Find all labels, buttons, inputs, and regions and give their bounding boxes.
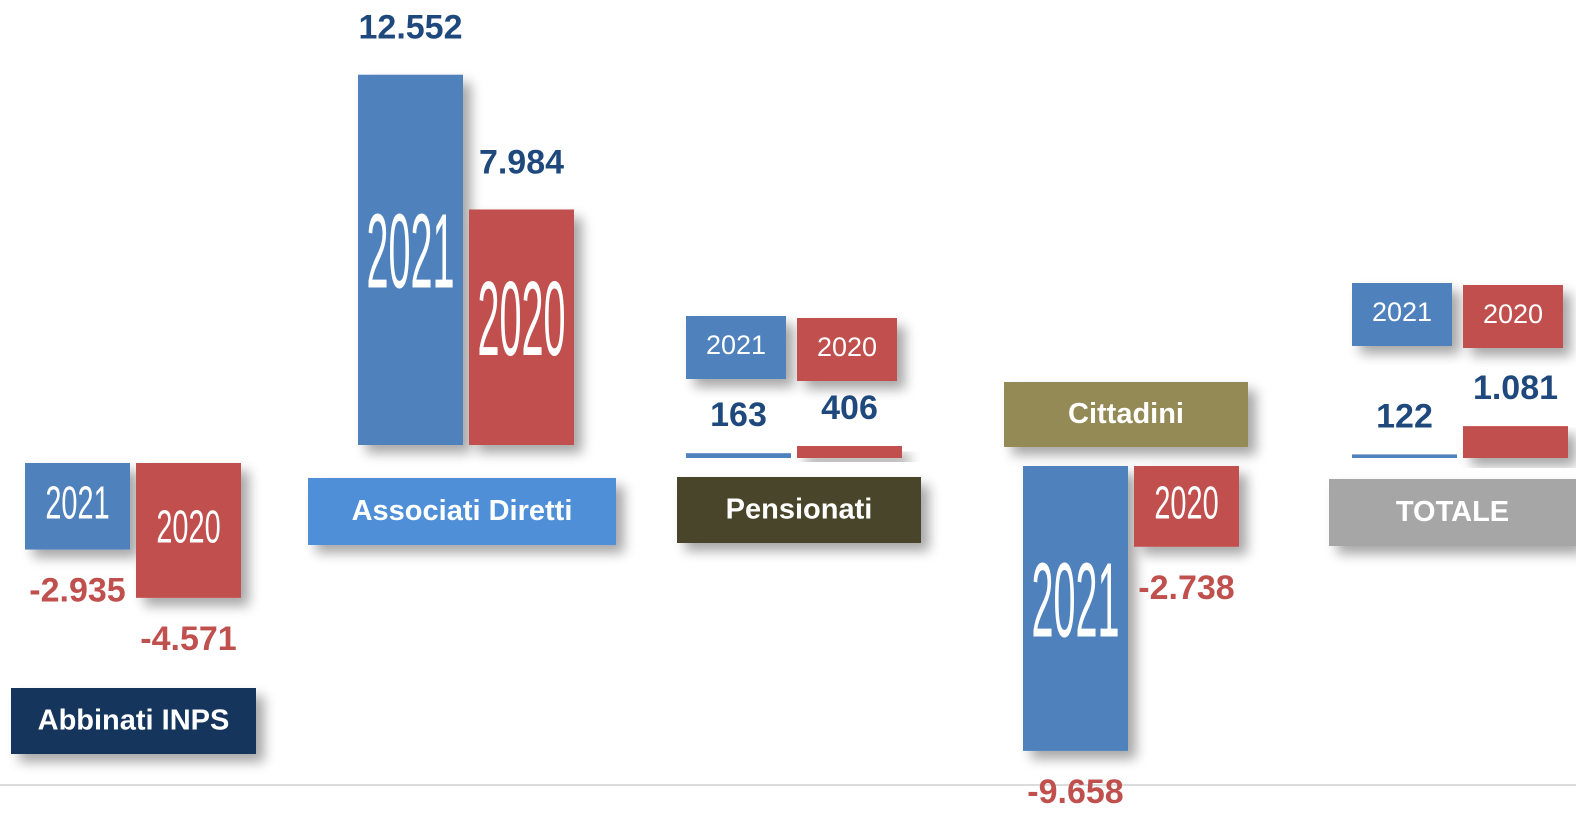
category-box — [11, 688, 256, 754]
category-box — [677, 477, 921, 543]
bar — [25, 463, 130, 550]
bar — [686, 453, 791, 458]
bar — [1023, 466, 1128, 751]
bar — [797, 446, 902, 458]
bar — [1134, 466, 1239, 547]
bar — [1352, 454, 1457, 458]
year-label: 2021 — [706, 330, 766, 360]
value-label: -4.571 — [140, 620, 236, 658]
value-label: 1.081 — [1473, 369, 1558, 407]
bar-year-label: 2020 — [156, 502, 220, 553]
value-label: 406 — [821, 389, 878, 427]
category-label: TOTALE — [1396, 496, 1509, 528]
value-label: 163 — [710, 396, 767, 434]
category-box — [1329, 479, 1576, 546]
value-label: -2.738 — [1138, 569, 1234, 607]
bar-year-label: 2020 — [1154, 478, 1218, 529]
bar — [469, 209, 574, 445]
bar-year-label: 2021 — [366, 192, 454, 310]
category-box — [308, 478, 616, 545]
bar — [136, 463, 241, 598]
year-box — [1463, 285, 1563, 348]
year-box — [797, 318, 897, 381]
value-label: -9.658 — [1027, 773, 1123, 811]
bar-year-label: 2021 — [45, 478, 109, 529]
category-label: Pensionati — [726, 494, 873, 526]
bar-year-label: 2020 — [477, 260, 565, 378]
category-label: Abbinati INPS — [38, 705, 230, 737]
value-label: 122 — [1376, 397, 1433, 435]
value-label: -2.935 — [29, 572, 125, 610]
year-box — [1352, 283, 1452, 346]
year-label: 2021 — [1372, 297, 1432, 327]
value-label: 7.984 — [479, 143, 564, 181]
year-label: 2020 — [1483, 299, 1543, 329]
bar — [358, 74, 463, 445]
category-box — [1004, 382, 1248, 447]
category-label: Associati Diretti — [352, 495, 573, 527]
bar — [1463, 426, 1568, 458]
year-label: 2020 — [817, 332, 877, 362]
bar-year-label: 2021 — [1031, 541, 1119, 659]
category-label: Cittadini — [1068, 398, 1184, 430]
value-label: 12.552 — [359, 9, 463, 47]
year-box — [686, 316, 786, 379]
